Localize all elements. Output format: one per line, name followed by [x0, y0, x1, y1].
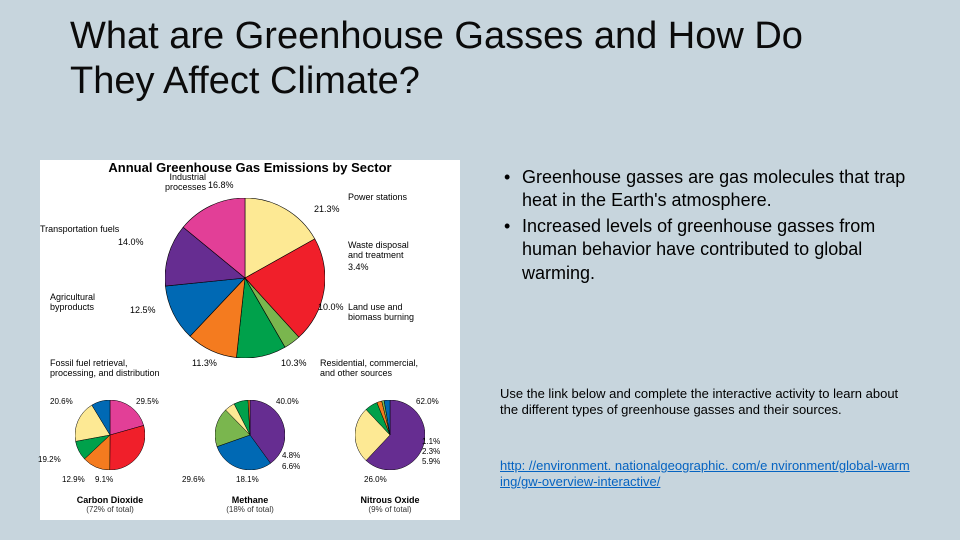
pie-slice-label: Industrialprocesses [148, 172, 206, 193]
pie-slice-label: Transportation fuels [40, 224, 119, 234]
mini-chart: 40.0% 4.8% 6.6% 29.6% 18.1% Methane(18% of to… [180, 400, 320, 514]
mini-pie-label: 6.6% [282, 463, 300, 472]
mini-pie-chart [355, 400, 425, 470]
pie-slice-percent: 21.3% [314, 204, 340, 214]
pie-slice-label: Land use andbiomass burning [348, 302, 414, 323]
mini-chart-title: Methane [180, 495, 320, 505]
mini-pie-label: 40.0% [276, 398, 299, 407]
page-title: What are Greenhouse Gasses and How Do Th… [70, 14, 890, 104]
pie-slice-label: Agriculturalbyproducts [50, 292, 95, 313]
mini-pie-label: 12.9% [62, 476, 85, 485]
mini-pie-label: 19.2% [38, 456, 61, 465]
mini-pie-label: 1.1% [422, 438, 440, 447]
mini-pie-label: 4.8% [282, 452, 300, 461]
mini-pie-label: 29.5% [136, 398, 159, 407]
mini-pie-chart [75, 400, 145, 470]
pie-slice-label: Fossil fuel retrieval,processing, and di… [50, 358, 160, 379]
pie-slice-label: Power stations [348, 192, 407, 202]
mini-pie-label: 29.6% [182, 476, 205, 485]
mini-chart-subtitle: (72% of total) [40, 505, 180, 514]
pie-slice-percent: 12.5% [130, 305, 156, 315]
mini-pie-label: 18.1% [236, 476, 259, 485]
mini-pie-label: 26.0% [364, 476, 387, 485]
pie-slice-percent: 14.0% [118, 237, 144, 247]
pie-slice-label: Residential, commercial,and other source… [320, 358, 418, 379]
mini-chart-title: Carbon Dioxide [40, 495, 180, 505]
mini-chart-subtitle: (18% of total) [180, 505, 320, 514]
main-pie-chart [165, 198, 325, 358]
mini-pie-label: 2.3% [422, 448, 440, 457]
bullet-item: Increased levels of greenhouse gasses fr… [500, 215, 910, 285]
mini-pie-chart [215, 400, 285, 470]
mini-pie-label: 62.0% [416, 398, 439, 407]
mini-pie-label: 5.9% [422, 458, 440, 467]
instruction-text: Use the link below and complete the inte… [500, 386, 910, 419]
pie-slice-percent: 10.3% [281, 358, 307, 368]
mini-chart-title: Nitrous Oxide [320, 495, 460, 505]
pie-slice-percent: 11.3% [192, 358, 217, 368]
pie-slice-percent: 16.8% [208, 180, 234, 190]
pie-slice-label: Waste disposaland treatment [348, 240, 409, 261]
mini-pie-label: 9.1% [95, 476, 113, 485]
bullet-list: Greenhouse gasses are gas molecules that… [500, 166, 910, 287]
bullet-item: Greenhouse gasses are gas molecules that… [500, 166, 910, 213]
mini-chart-subtitle: (9% of total) [320, 505, 460, 514]
mini-chart: 20.6% 29.5% 19.2% 9.1% 12.9% Carbon Dioxide(7… [40, 400, 180, 514]
mini-charts-row: 20.6% 29.5% 19.2% 9.1% 12.9% Carbon Dioxide(7… [40, 400, 460, 520]
mini-chart: 62.0% 1.1%2.3%5.9% 26.0% Nitrous Oxide(9% o… [320, 400, 460, 514]
resource-link[interactable]: http: //environment. nationalgeographic.… [500, 458, 910, 491]
emissions-chart-panel: Annual Greenhouse Gas Emissions by Secto… [40, 160, 460, 520]
pie-slice-percent: 10.0% [318, 302, 344, 312]
pie-slice-percent: 3.4% [348, 262, 369, 272]
mini-pie-label: 20.6% [50, 398, 73, 407]
